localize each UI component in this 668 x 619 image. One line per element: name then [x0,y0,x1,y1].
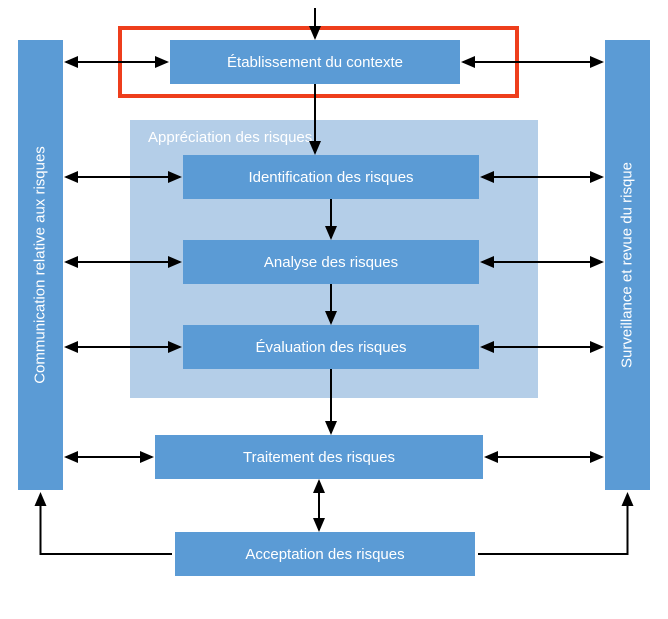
evaluation-box-label: Évaluation des risques [256,339,407,356]
risk-management-diagram: Appréciation des risques Communication re… [0,0,668,619]
treatment-box-label: Traitement des risques [243,449,395,466]
context-box-label: Établissement du contexte [227,54,403,71]
acceptance-box-label: Acceptation des risques [245,546,404,563]
analysis-box-label: Analyse des risques [264,254,398,271]
communication-box-label: Communication relative aux risques [31,146,48,384]
surveillance-box-label: Surveillance et revue du risque [618,162,635,368]
identification-box-label: Identification des risques [248,169,413,186]
appreciation-label: Appréciation des risques [148,129,312,146]
